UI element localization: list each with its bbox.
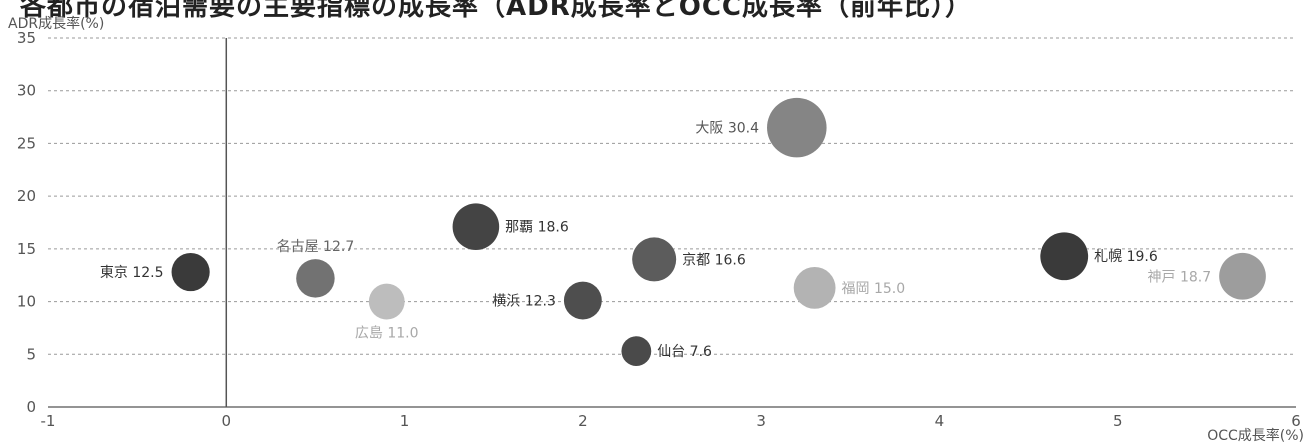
x-tick-label: 1: [400, 412, 410, 430]
bubble-label-4: 横浜 12.3: [492, 294, 556, 310]
x-tick-label: 4: [935, 412, 945, 430]
bubble-label-1: 名古屋 12.7: [277, 239, 355, 255]
bubble-labels: 東京 12.5 名古屋 12.7 広島 11.0 那覇 18.6 横浜 12.3 京都 1…: [100, 121, 1211, 361]
bubbles: [171, 97, 1266, 367]
bubble-5: [632, 237, 677, 282]
bubble-10: [1219, 252, 1266, 300]
bubble-2: [368, 283, 405, 320]
y-axis-label: ADR成長率(%): [8, 15, 104, 32]
y-tick-label: 5: [26, 345, 36, 363]
bubble-6: [621, 336, 652, 367]
tick-labels: 0 5 10 15 20 25 30 35 -1 0 1 2 3 4 5 6: [17, 29, 1301, 430]
x-tick-label: 2: [578, 412, 588, 430]
x-tick-label: 6: [1291, 412, 1301, 430]
bubble-4: [563, 281, 602, 320]
y-tick-label: 0: [26, 398, 36, 416]
bubble-label-8: 福岡 15.0: [842, 281, 906, 297]
bubble-label-0: 東京 12.5: [100, 265, 164, 281]
x-axis-label: OCC成長率(%): [1207, 427, 1304, 443]
bubble-label-7: 大阪 30.4: [695, 121, 759, 137]
bubble-8: [793, 266, 836, 309]
bubble-1: [296, 259, 335, 298]
bubble-9: [1040, 232, 1089, 281]
y-tick-label: 10: [17, 293, 36, 311]
x-tick-label: 0: [222, 412, 232, 430]
x-tick-label: 3: [756, 412, 766, 430]
bubble-7: [767, 97, 827, 158]
x-tick-label: 5: [1113, 412, 1123, 430]
bubble-label-9: 札幌 19.6: [1094, 249, 1158, 265]
y-tick-label: 15: [17, 240, 36, 258]
y-tick-label: 20: [17, 187, 36, 205]
x-tick-label: -1: [41, 412, 56, 430]
gridlines: [48, 37, 1296, 355]
y-tick-label: 25: [17, 134, 36, 152]
bubble-3: [452, 203, 500, 251]
y-tick-label: 30: [17, 82, 36, 100]
bubble-label-6: 仙台 7.6: [657, 344, 712, 360]
chart-title: 各都市の宿泊需要の主要指標の成長率（ADR成長率とOCC成長率（前年比））: [20, 0, 972, 22]
bubble-label-10: 神戸 18.7: [1148, 269, 1212, 285]
bubble-label-2: 広島 11.0: [355, 325, 419, 341]
bubble-0: [171, 252, 210, 292]
bubble-label-3: 那覇 18.6: [505, 220, 569, 236]
bubble-label-5: 京都 16.6: [682, 252, 746, 268]
y-tick-label: 35: [17, 29, 36, 47]
axes: [48, 38, 1296, 408]
